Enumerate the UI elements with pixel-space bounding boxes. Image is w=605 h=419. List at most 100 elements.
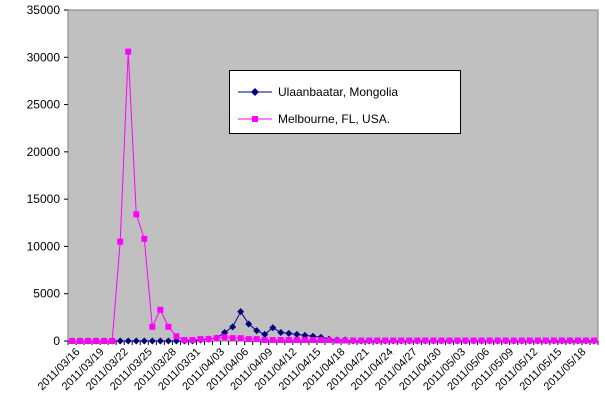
- data-point-square: [382, 337, 389, 344]
- data-point-diamond: [261, 330, 269, 338]
- data-point-square: [301, 337, 308, 344]
- data-point-square: [277, 337, 284, 344]
- data-point-square: [197, 336, 204, 343]
- data-point-square: [269, 337, 276, 344]
- data-point-square: [462, 337, 469, 344]
- data-point-square: [350, 337, 357, 344]
- data-point-square: [165, 323, 172, 330]
- data-point-square: [542, 337, 549, 344]
- data-point-square: [261, 337, 268, 344]
- x-axis: 2011/03/162011/03/192011/03/222011/03/25…: [36, 341, 599, 393]
- data-point-square: [173, 333, 180, 340]
- data-point-square: [518, 337, 525, 344]
- data-point-diamond: [277, 328, 285, 336]
- legend-marker-square-icon: [238, 116, 272, 122]
- y-tick-label: 35000: [27, 3, 61, 17]
- data-point-diamond: [285, 329, 293, 337]
- data-point-square: [478, 337, 485, 344]
- data-point-diamond: [124, 337, 132, 345]
- data-point-square: [334, 337, 341, 344]
- data-point-square: [117, 238, 124, 245]
- data-point-square: [245, 336, 252, 343]
- data-point-square: [446, 337, 453, 344]
- data-point-square: [422, 337, 429, 344]
- data-point-diamond: [140, 337, 148, 345]
- data-point-diamond: [164, 337, 172, 345]
- data-point-square: [502, 337, 509, 344]
- data-point-square: [390, 337, 397, 344]
- data-point-square: [253, 336, 260, 343]
- y-tick-label: 0: [53, 334, 60, 348]
- data-point-square: [374, 337, 381, 344]
- legend-label-ulaanbaatar: Ulaanbaatar, Mongolia: [278, 85, 399, 99]
- legend-entry-melbourne: Melbourne, FL, USA.: [238, 109, 390, 129]
- data-point-square: [574, 337, 581, 344]
- data-point-square: [125, 48, 132, 55]
- data-point-square: [213, 335, 220, 342]
- data-point-square: [582, 337, 589, 344]
- data-point-square: [237, 335, 244, 342]
- data-point-square: [285, 337, 292, 344]
- data-point-diamond: [253, 327, 261, 335]
- data-point-square: [77, 338, 84, 344]
- data-point-square: [149, 323, 156, 330]
- data-point-diamond: [229, 323, 237, 331]
- y-tick-label: 20000: [27, 145, 61, 159]
- data-point-square: [486, 337, 493, 344]
- y-tick-label: 25000: [27, 98, 61, 112]
- legend-marker-diamond-icon: [238, 88, 272, 96]
- data-point-square: [558, 337, 565, 344]
- data-point-square: [181, 337, 188, 344]
- data-point-square: [454, 337, 461, 344]
- data-point-square: [189, 337, 196, 344]
- data-point-diamond: [116, 337, 124, 345]
- plot-area: [67, 9, 599, 342]
- data-point-square: [221, 334, 228, 341]
- data-point-square: [534, 337, 541, 344]
- data-point-square: [414, 337, 421, 344]
- data-point-square: [157, 306, 164, 313]
- legend-entry-ulaanbaatar: Ulaanbaatar, Mongolia: [238, 82, 398, 102]
- data-point-square: [358, 337, 365, 344]
- data-point-square: [309, 337, 316, 344]
- data-point-square: [85, 338, 92, 344]
- data-point-diamond: [148, 337, 156, 345]
- data-point-diamond: [132, 337, 140, 345]
- data-point-square: [398, 337, 405, 344]
- data-point-square: [205, 336, 212, 343]
- y-tick-label: 10000: [27, 239, 61, 253]
- data-point-diamond: [237, 308, 245, 316]
- data-point-square: [133, 211, 140, 218]
- data-point-square: [101, 338, 108, 344]
- series-layer: [68, 48, 598, 345]
- data-point-diamond: [293, 330, 301, 338]
- data-point-square: [293, 337, 300, 344]
- data-point-square: [470, 337, 477, 344]
- data-point-diamond: [156, 337, 164, 345]
- data-point-square: [366, 337, 373, 344]
- data-point-diamond: [269, 324, 277, 332]
- y-tick-label: 5000: [33, 287, 60, 301]
- data-point-square: [317, 337, 324, 344]
- data-point-square: [430, 337, 437, 344]
- data-point-square: [69, 338, 76, 344]
- data-point-square: [93, 338, 100, 344]
- legend-label-melbourne: Melbourne, FL, USA.: [278, 112, 391, 126]
- data-point-square: [325, 337, 332, 344]
- legend: Ulaanbaatar, Mongolia Melbourne, FL, USA…: [229, 70, 461, 134]
- data-point-diamond: [245, 320, 253, 328]
- data-point-square: [438, 337, 445, 344]
- data-point-square: [109, 338, 116, 344]
- y-axis: 0 5000 10000 15000 20000 25000 30000 35000: [27, 3, 68, 348]
- data-point-square: [590, 337, 597, 344]
- data-point-square: [566, 337, 573, 344]
- data-point-square: [494, 337, 501, 344]
- data-point-square: [229, 335, 236, 342]
- data-point-square: [406, 337, 413, 344]
- y-tick-label: 30000: [27, 50, 61, 64]
- data-point-square: [550, 337, 557, 344]
- y-tick-label: 15000: [27, 192, 61, 206]
- data-point-square: [510, 337, 517, 344]
- data-point-square: [526, 337, 533, 344]
